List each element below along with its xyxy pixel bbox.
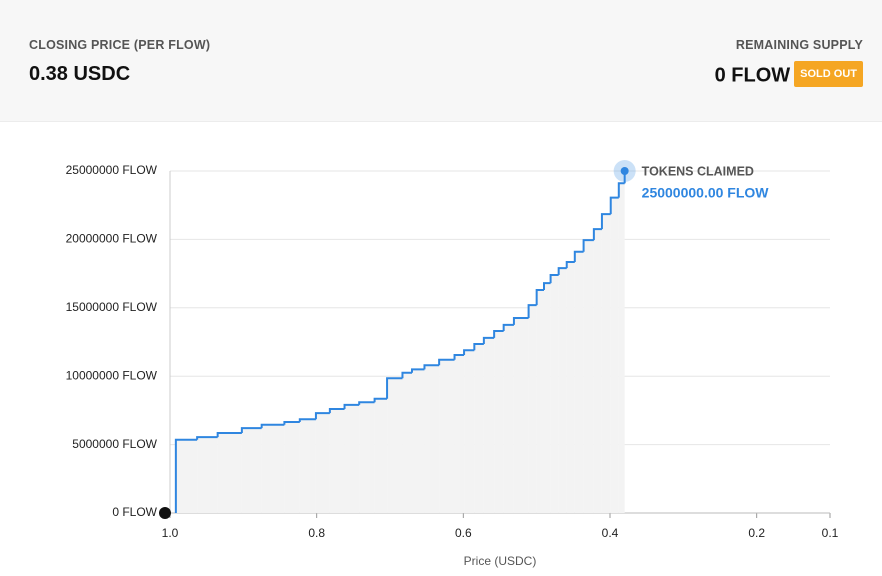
step-segment	[493, 330, 504, 338]
y-tick-label: 25000000 FLOW	[66, 163, 158, 177]
area-step	[175, 439, 198, 513]
area-step	[583, 240, 594, 514]
area-step	[315, 413, 330, 513]
step-segment	[463, 349, 475, 355]
area-step	[464, 350, 475, 513]
step-segment	[298, 418, 316, 423]
step-segment	[240, 427, 262, 433]
step-segment	[260, 423, 285, 429]
step-segment	[527, 304, 537, 319]
step-segment	[343, 403, 360, 410]
sold-out-badge: SOLD OUT	[794, 61, 863, 87]
area-step	[528, 305, 537, 513]
x-tick-label: 0.4	[602, 526, 619, 540]
step-segment	[557, 267, 567, 275]
area-step	[483, 337, 495, 513]
step-segment	[600, 213, 611, 230]
step-segment	[573, 250, 584, 262]
area-step	[601, 214, 611, 514]
area-step	[439, 359, 455, 513]
y-tick-label: 20000000 FLOW	[66, 232, 158, 246]
step-segment	[535, 289, 544, 306]
area-step	[284, 422, 300, 513]
remaining-supply-label: REMAINING SUPPLY	[735, 38, 863, 52]
area-step	[550, 274, 559, 513]
x-axis-label: Price (USDC)	[464, 554, 537, 568]
step-segment	[196, 436, 218, 440]
x-tick-label: 0.6	[455, 526, 472, 540]
area-step	[503, 324, 514, 513]
step-segment	[482, 336, 495, 345]
y-tick-label: 0 FLOW	[112, 505, 157, 519]
step-segment	[609, 196, 619, 215]
area-step	[618, 183, 625, 513]
step-segment	[473, 343, 484, 351]
step-segment	[543, 282, 551, 291]
step-segment	[386, 377, 403, 399]
annotation-value: 25000000.00 FLOW	[642, 185, 770, 201]
area-step	[412, 369, 425, 513]
x-tick-label: 0.8	[308, 526, 325, 540]
area-step	[454, 354, 465, 513]
end-point	[620, 167, 629, 175]
y-tick-label: 5000000 FLOW	[72, 437, 157, 451]
area-step	[402, 372, 412, 513]
closing-price-value: 0.38 USDC	[29, 63, 131, 85]
step-segment	[174, 438, 198, 513]
area-step	[261, 424, 285, 513]
area-step	[610, 197, 619, 513]
area-step	[558, 268, 567, 513]
area-step	[197, 437, 218, 513]
area-step	[374, 398, 388, 513]
area-step	[566, 261, 575, 513]
area-step	[536, 290, 544, 513]
step-segment	[328, 408, 345, 414]
area-step	[299, 419, 316, 513]
area-step	[344, 404, 360, 513]
step-segment	[617, 182, 625, 198]
area-step	[387, 378, 403, 513]
step-segment	[502, 323, 514, 332]
y-tick-label: 10000000 FLOW	[66, 368, 158, 382]
step-segment	[512, 317, 529, 325]
closing-price-label: CLOSING PRICE (PER FLOW)	[29, 38, 211, 52]
area-step	[544, 283, 551, 513]
step-segment	[314, 412, 330, 420]
summary-panel: CLOSING PRICE (PER FLOW) 0.38 USDC REMAI…	[0, 0, 882, 122]
area-step	[593, 229, 602, 513]
remaining-supply: 0 FLOW SOLD OUT	[714, 61, 863, 89]
step-segment	[582, 239, 594, 252]
step-segment	[373, 397, 388, 403]
area-step	[217, 432, 242, 513]
step-segment	[401, 371, 412, 379]
area-step	[329, 409, 345, 513]
area-step	[241, 428, 262, 513]
area-step	[424, 365, 440, 513]
y-tick-label: 15000000 FLOW	[66, 300, 158, 314]
area-step	[359, 402, 375, 513]
remaining-supply-value: 0 FLOW	[714, 64, 791, 87]
area-step	[574, 251, 584, 513]
step-segment	[438, 358, 455, 366]
step-segment	[423, 364, 440, 370]
annotation-title: TOKENS CLAIMED	[642, 164, 754, 178]
step-segment	[565, 260, 575, 269]
area-step	[474, 344, 484, 513]
x-tick-label: 1.0	[162, 526, 179, 540]
step-segment	[453, 353, 465, 360]
x-tick-label: 0.1	[822, 526, 839, 540]
area-step	[513, 318, 529, 513]
step-segment	[549, 273, 559, 284]
x-tick-label: 0.2	[748, 526, 765, 540]
start-marker	[159, 507, 171, 519]
step-segment	[216, 431, 242, 438]
step-segment	[411, 368, 425, 373]
step-segment	[358, 401, 375, 405]
area-step	[494, 331, 504, 513]
step-segment	[283, 421, 300, 425]
step-segment	[592, 228, 602, 241]
